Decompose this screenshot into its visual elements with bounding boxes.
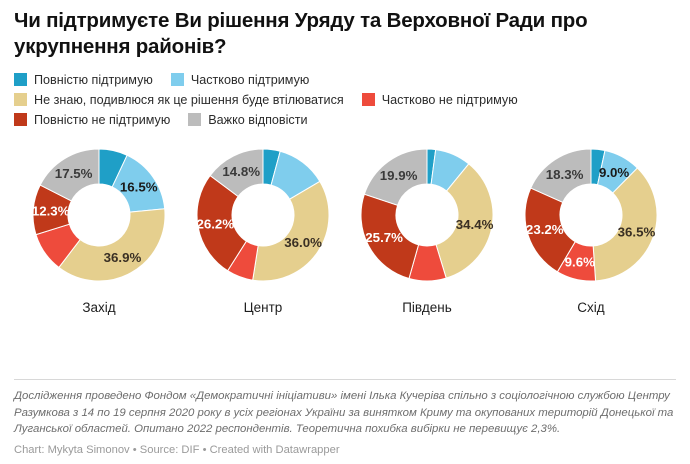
donut-wrap: 16.5% 36.9% 12.3% 17.5%	[24, 140, 174, 290]
legend-swatch-icon	[14, 73, 27, 87]
slice-value-label: 16.5%	[120, 180, 158, 195]
donut-svg: 34.4% 25.7% 19.9%	[360, 148, 494, 282]
slice-value-label: 36.5%	[618, 225, 656, 240]
legend-label: Повністю підтримую	[34, 72, 153, 87]
footer-divider	[14, 379, 676, 381]
donut-slice[interactable]	[196, 175, 248, 272]
region-label: Центр	[243, 300, 283, 316]
methodology-note: Дослідження проведено Фондом «Демократич…	[14, 390, 674, 435]
slice-value-label: 36.9%	[104, 250, 142, 265]
slice-value-label: 26.2%	[196, 217, 234, 232]
legend-swatch-icon	[14, 93, 27, 107]
donut-slice[interactable]	[39, 148, 100, 203]
slice-value-label: 14.8%	[222, 165, 260, 180]
donut-slice[interactable]	[363, 148, 428, 207]
donut-svg: 9.0% 36.5% 9.6% 23.2% 18.3%	[524, 148, 658, 282]
region-label: Південь	[402, 300, 452, 316]
legend: Повністю підтримую Частково підтримую Не…	[14, 71, 676, 128]
slice-value-label: 23.2%	[526, 223, 564, 238]
slice-value-label: 12.3%	[32, 204, 70, 219]
donut-slice[interactable]	[592, 167, 658, 282]
donut-wrap: 9.0% 36.5% 9.6% 23.2% 18.3%	[516, 140, 666, 290]
legend-item-partly-oppose[interactable]: Частково не підтримую	[361, 92, 518, 107]
legend-row: Повністю не підтримую Важко відповісти	[14, 111, 676, 128]
slice-value-label: 19.9%	[380, 169, 418, 184]
legend-swatch-icon	[170, 73, 184, 87]
donut-wrap: 36.0% 26.2% 14.8%	[188, 140, 338, 290]
donut-svg: 36.0% 26.2% 14.8%	[196, 148, 330, 282]
donut-wrap: 34.4% 25.7% 19.9%	[352, 140, 502, 290]
chart-footer: Дослідження проведено Фондом «Демократич…	[14, 379, 676, 456]
legend-swatch-icon	[14, 113, 27, 127]
slice-value-label: 18.3%	[546, 167, 584, 182]
donut-slice[interactable]	[209, 148, 264, 198]
region-label: Схід	[577, 300, 605, 316]
slice-value-label: 9.6%	[565, 255, 595, 270]
page-title: Чи підтримуєте Ви рішення Уряду та Верхо…	[14, 9, 588, 59]
legend-label: Важко відповісти	[208, 112, 308, 127]
legend-swatch-icon	[361, 93, 375, 107]
donut-slice[interactable]	[360, 194, 420, 280]
credit-line: Chart: Mykyta Simonov • Source: DIF • Cr…	[14, 444, 340, 456]
legend-item-hard-to-answer[interactable]: Важко відповісти	[188, 112, 308, 127]
slice-value-label: 9.0%	[599, 165, 629, 180]
donut-slice[interactable]	[524, 187, 576, 273]
donut-chart-4: 9.0% 36.5% 9.6% 23.2% 18.3% Схід	[512, 140, 670, 315]
legend-item-dont-know[interactable]: Не знаю, подивлюся як це рішення буде вт…	[14, 92, 344, 107]
donut-slice[interactable]	[58, 208, 166, 282]
legend-item-fully-support[interactable]: Повністю підтримую	[14, 72, 153, 87]
donut-chart-2: 36.0% 26.2% 14.8% Центр	[184, 140, 342, 315]
legend-label: Частково підтримую	[190, 72, 310, 87]
legend-row: Не знаю, подивлюся як це рішення буде вт…	[14, 91, 676, 108]
donut-chart-1: 16.5% 36.9% 12.3% 17.5% Захід	[20, 140, 178, 315]
donut-chart-3: 34.4% 25.7% 19.9% Південь	[348, 140, 506, 315]
donut-slice[interactable]	[435, 163, 494, 280]
region-label: Захід	[82, 300, 116, 316]
legend-item-partly-support[interactable]: Частково підтримую	[170, 72, 310, 87]
slice-value-label: 17.5%	[55, 167, 93, 182]
legend-label: Не знаю, подивлюся як це рішення буде вт…	[34, 92, 344, 107]
donut-svg: 16.5% 36.9% 12.3% 17.5%	[32, 148, 166, 282]
legend-label: Повністю не підтримую	[34, 112, 171, 127]
slice-value-label: 36.0%	[284, 235, 322, 250]
donut-chart-group: 16.5% 36.9% 12.3% 17.5% Захід 36.0% 26.2% 14.8%…	[14, 140, 676, 315]
donut-slice[interactable]	[252, 181, 330, 282]
legend-label: Частково не підтримую	[381, 92, 518, 107]
slice-value-label: 25.7%	[365, 231, 403, 246]
legend-item-fully-oppose[interactable]: Повністю не підтримую	[14, 112, 171, 127]
legend-row: Повністю підтримую Частково підтримую	[14, 71, 676, 88]
donut-slice[interactable]	[530, 148, 592, 204]
slice-value-label: 34.4%	[456, 217, 494, 232]
legend-swatch-icon	[188, 113, 202, 127]
